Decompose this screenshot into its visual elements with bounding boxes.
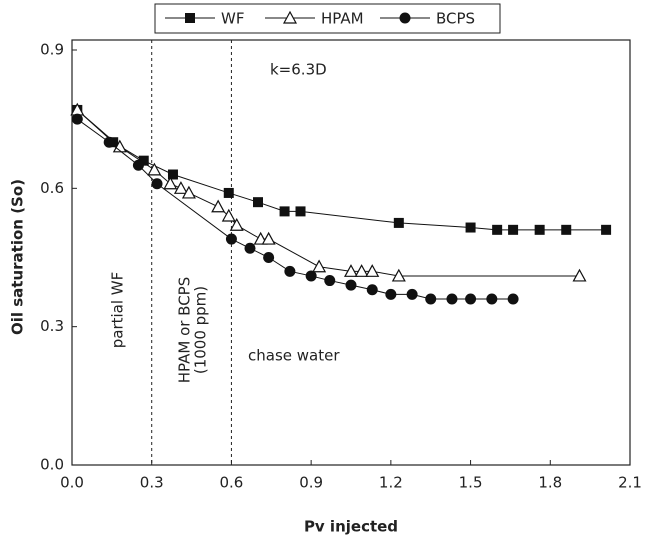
x-tick-label: 2.1 bbox=[618, 474, 642, 492]
marker bbox=[534, 224, 545, 235]
marker bbox=[465, 222, 476, 233]
marker bbox=[345, 279, 357, 291]
y-tick-label: 0.0 bbox=[40, 456, 64, 474]
annotation: HPAM or BCPS bbox=[176, 277, 194, 384]
y-axis-title: Oil saturation (So) bbox=[9, 179, 27, 335]
x-tick-label: 0.9 bbox=[299, 474, 323, 492]
marker bbox=[173, 181, 188, 194]
marker bbox=[244, 242, 256, 254]
legend-label: WF bbox=[221, 10, 244, 28]
annotation: k=6.3D bbox=[270, 61, 327, 79]
marker bbox=[167, 169, 178, 180]
x-axis-title: Pv injected bbox=[304, 518, 398, 536]
marker bbox=[486, 293, 498, 305]
marker bbox=[112, 139, 127, 153]
marker bbox=[253, 197, 263, 208]
marker bbox=[365, 264, 380, 277]
plot-frame bbox=[71, 39, 631, 466]
marker bbox=[211, 199, 226, 213]
x-tick-label: 1.5 bbox=[459, 474, 483, 492]
annotation: (1000 ppm) bbox=[192, 286, 210, 374]
series-line bbox=[76, 109, 580, 277]
marker bbox=[492, 224, 503, 235]
marker bbox=[284, 265, 296, 277]
x-tick-label: 0.0 bbox=[60, 474, 84, 492]
marker bbox=[71, 113, 83, 125]
marker bbox=[399, 12, 411, 24]
marker bbox=[263, 252, 275, 263]
marker bbox=[406, 288, 418, 300]
marker bbox=[282, 10, 298, 24]
marker bbox=[393, 217, 404, 228]
marker bbox=[163, 176, 178, 190]
marker bbox=[572, 268, 587, 282]
marker bbox=[312, 259, 327, 273]
marker bbox=[507, 293, 519, 305]
marker bbox=[354, 264, 369, 277]
marker bbox=[229, 217, 244, 231]
x-tick-label: 0.3 bbox=[140, 474, 164, 492]
x-tick-label: 0.6 bbox=[219, 474, 243, 492]
marker bbox=[305, 270, 317, 282]
marker bbox=[508, 224, 519, 235]
marker bbox=[185, 13, 195, 23]
marker bbox=[138, 155, 149, 166]
marker bbox=[103, 136, 115, 148]
marker bbox=[446, 293, 458, 305]
marker bbox=[295, 206, 306, 217]
y-tick-label: 0.6 bbox=[40, 179, 64, 197]
annotation: partial WF bbox=[109, 272, 127, 349]
marker bbox=[225, 233, 237, 245]
y-tick-label: 0.3 bbox=[40, 317, 64, 335]
x-tick-label: 1.8 bbox=[538, 474, 562, 492]
marker bbox=[261, 231, 276, 245]
marker bbox=[221, 208, 236, 222]
marker bbox=[561, 224, 572, 235]
legend-label: BCPS bbox=[436, 10, 475, 28]
legend-label: HPAM bbox=[321, 10, 364, 28]
marker bbox=[151, 178, 163, 190]
marker bbox=[223, 187, 234, 198]
marker bbox=[147, 162, 162, 176]
marker bbox=[181, 185, 196, 199]
marker bbox=[343, 264, 359, 277]
marker bbox=[601, 224, 612, 235]
y-tick-label: 0.9 bbox=[40, 41, 64, 59]
marker bbox=[366, 284, 378, 296]
annotation: chase water bbox=[248, 347, 340, 365]
marker bbox=[279, 206, 290, 217]
marker bbox=[324, 275, 336, 287]
marker bbox=[391, 268, 406, 282]
marker bbox=[465, 293, 477, 305]
x-tick-label: 1.2 bbox=[379, 474, 403, 492]
marker bbox=[425, 293, 437, 305]
marker bbox=[132, 159, 144, 171]
marker bbox=[385, 288, 397, 300]
